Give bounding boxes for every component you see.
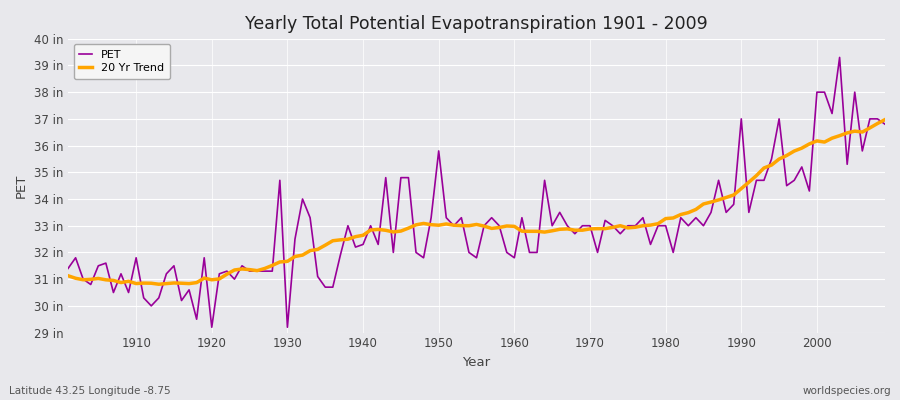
20 Yr Trend <box>879 117 890 122</box>
PET <box>517 215 527 220</box>
20 Yr Trend <box>517 229 527 234</box>
PET <box>508 255 519 260</box>
Legend: PET, 20 Yr Trend: PET, 20 Yr Trend <box>74 44 170 79</box>
Line: PET: PET <box>68 58 885 327</box>
PET <box>63 266 74 271</box>
Y-axis label: PET: PET <box>15 174 28 198</box>
20 Yr Trend <box>343 237 354 242</box>
PET <box>879 122 890 127</box>
PET <box>123 290 134 295</box>
20 Yr Trend <box>608 225 618 230</box>
20 Yr Trend <box>297 253 308 258</box>
20 Yr Trend <box>153 282 164 287</box>
Text: Latitude 43.25 Longitude -8.75: Latitude 43.25 Longitude -8.75 <box>9 386 171 396</box>
PET <box>297 197 308 202</box>
PET <box>608 223 618 228</box>
PET <box>343 223 354 228</box>
PET <box>206 325 217 330</box>
20 Yr Trend <box>508 224 519 229</box>
Title: Yearly Total Potential Evapotranspiration 1901 - 2009: Yearly Total Potential Evapotranspiratio… <box>245 15 708 33</box>
20 Yr Trend <box>63 273 74 278</box>
Text: worldspecies.org: worldspecies.org <box>803 386 891 396</box>
20 Yr Trend <box>123 279 134 284</box>
X-axis label: Year: Year <box>463 356 491 369</box>
Line: 20 Yr Trend: 20 Yr Trend <box>68 120 885 284</box>
PET <box>834 55 845 60</box>
